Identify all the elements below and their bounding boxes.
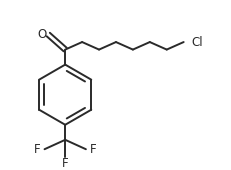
Text: Cl: Cl [191, 36, 203, 49]
Text: F: F [90, 143, 97, 156]
Text: F: F [62, 157, 69, 170]
Text: F: F [34, 143, 40, 156]
Text: O: O [37, 28, 46, 41]
